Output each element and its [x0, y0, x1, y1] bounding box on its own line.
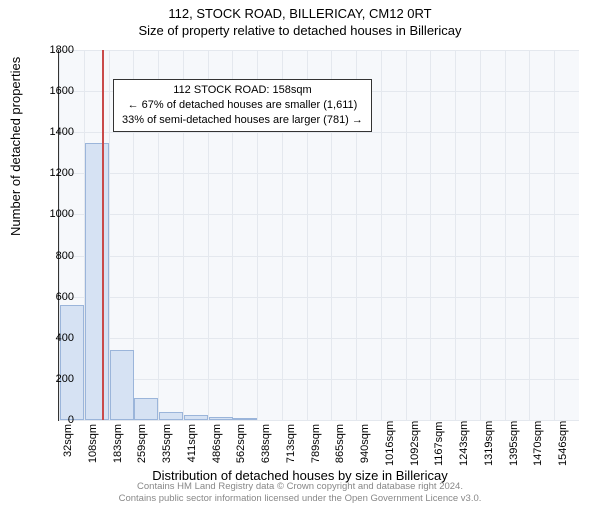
gridline-h	[59, 256, 579, 257]
histogram-bar	[110, 350, 134, 420]
x-tick-label: 108sqm	[87, 424, 99, 466]
y-tick-label: 1400	[34, 126, 74, 138]
page-title: 112, STOCK ROAD, BILLERICAY, CM12 0RT	[0, 6, 600, 21]
x-tick-label: 32sqm	[62, 424, 74, 466]
property-marker-line	[102, 50, 104, 420]
page-subtitle: Size of property relative to detached ho…	[0, 23, 600, 38]
x-tick-label: 335sqm	[161, 424, 173, 466]
x-tick-label: 1016sqm	[384, 424, 396, 466]
info-line-3: 33% of semi-detached houses are larger (…	[122, 113, 363, 128]
x-tick-label: 1167sqm	[433, 424, 445, 466]
x-tick-label: 1243sqm	[458, 424, 470, 466]
info-line-2: ← 67% of detached houses are smaller (1,…	[122, 98, 363, 113]
histogram-bar	[184, 415, 208, 420]
gridline-h	[59, 214, 579, 215]
y-tick-label: 1600	[34, 85, 74, 97]
y-tick-label: 600	[34, 291, 74, 303]
gridline-h	[59, 132, 579, 133]
x-tick-label: 940sqm	[359, 424, 371, 466]
gridline-h	[59, 50, 579, 51]
x-tick-label: 713sqm	[285, 424, 297, 466]
histogram-bar	[134, 398, 158, 420]
footer: Contains HM Land Registry data © Crown c…	[0, 481, 600, 504]
y-tick-label: 1200	[34, 167, 74, 179]
histogram-bar	[209, 417, 233, 420]
y-tick-label: 1800	[34, 44, 74, 56]
gridline-v	[505, 50, 506, 420]
x-tick-label: 789sqm	[310, 424, 322, 466]
x-tick-label: 1395sqm	[508, 424, 520, 466]
x-tick-label: 865sqm	[334, 424, 346, 466]
gridline-h	[59, 379, 579, 380]
gridline-h	[59, 173, 579, 174]
gridline-v	[430, 50, 431, 420]
x-tick-label: 259sqm	[136, 424, 148, 466]
gridline-v	[529, 50, 530, 420]
gridline-h	[59, 297, 579, 298]
x-tick-label: 1092sqm	[409, 424, 421, 466]
gridline-v	[455, 50, 456, 420]
info-line-1: 112 STOCK ROAD: 158sqm	[122, 83, 363, 98]
x-tick-label: 486sqm	[211, 424, 223, 466]
x-tick-label: 411sqm	[186, 424, 198, 466]
x-tick-label: 1319sqm	[483, 424, 495, 466]
chart-container: 112 STOCK ROAD: 158sqm ← 67% of detached…	[58, 50, 578, 420]
y-axis-label: Number of detached properties	[8, 57, 23, 236]
gridline-h	[59, 338, 579, 339]
gridline-v	[381, 50, 382, 420]
y-tick-label: 200	[34, 373, 74, 385]
histogram-bar	[60, 305, 84, 420]
gridline-v	[480, 50, 481, 420]
y-tick-label: 400	[34, 332, 74, 344]
x-tick-label: 1546sqm	[557, 424, 569, 466]
footer-line-2: Contains public sector information licen…	[0, 493, 600, 504]
y-tick-label: 800	[34, 250, 74, 262]
histogram-bar	[233, 418, 257, 420]
y-tick-label: 1000	[34, 208, 74, 220]
info-box: 112 STOCK ROAD: 158sqm ← 67% of detached…	[113, 79, 372, 132]
gridline-v	[554, 50, 555, 420]
footer-line-1: Contains HM Land Registry data © Crown c…	[0, 481, 600, 492]
histogram-bar	[85, 143, 109, 421]
x-tick-label: 1470sqm	[532, 424, 544, 466]
histogram-bar	[159, 412, 183, 420]
x-tick-label: 562sqm	[235, 424, 247, 466]
x-tick-label: 183sqm	[112, 424, 124, 466]
gridline-v	[406, 50, 407, 420]
gridline-h	[59, 420, 579, 421]
x-tick-label: 638sqm	[260, 424, 272, 466]
